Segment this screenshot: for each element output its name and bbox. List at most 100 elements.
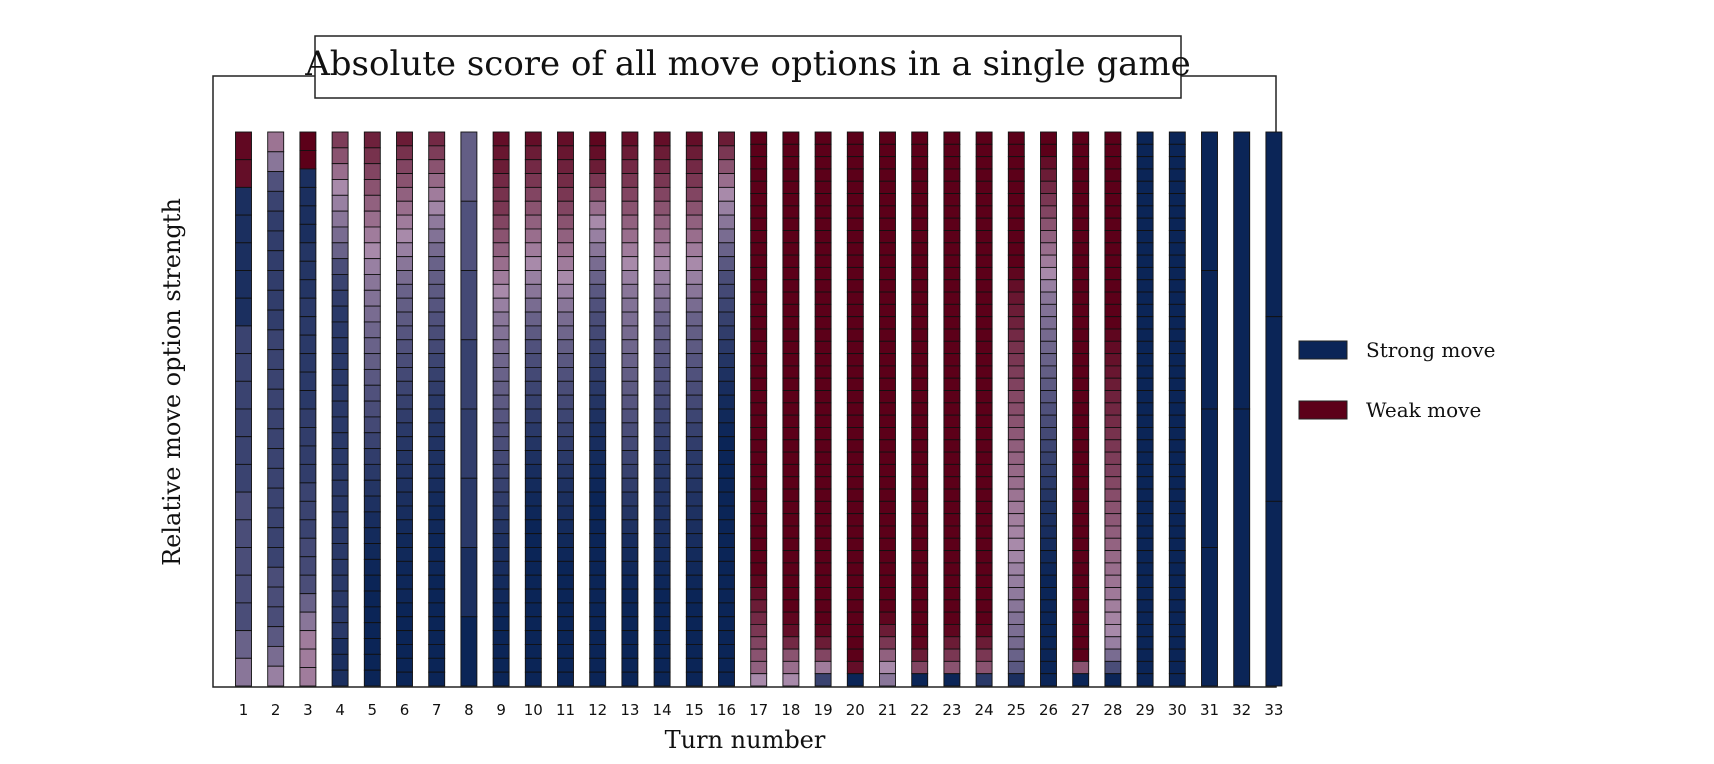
bar-segment	[396, 394, 413, 410]
bar-segment	[1007, 168, 1025, 182]
bar-segment	[396, 408, 413, 424]
bar-segment	[1104, 574, 1122, 588]
bar-segment	[814, 463, 832, 478]
bar-segment	[750, 353, 768, 367]
bar-segment	[975, 587, 993, 601]
bar-segment	[911, 463, 929, 478]
bar-segment	[1233, 408, 1251, 687]
bar-turn-33	[1265, 131, 1283, 687]
bar-segment	[331, 210, 349, 228]
bar-segment	[331, 179, 349, 196]
bar-segment	[492, 367, 510, 382]
bar-segment	[1104, 353, 1122, 367]
bar-segment	[1007, 316, 1025, 330]
bar-segment	[782, 587, 800, 601]
bar-segment	[782, 562, 800, 576]
bar-segment	[621, 339, 639, 355]
bar-segment	[396, 270, 413, 285]
bar-segment	[396, 380, 413, 396]
bar-segment	[750, 328, 768, 342]
bar-segment	[943, 156, 961, 170]
bar-segment	[782, 353, 800, 367]
bar-segment	[557, 657, 574, 673]
bar-segment	[782, 439, 800, 453]
bar-segment	[653, 228, 671, 244]
bar-segment	[685, 616, 703, 632]
bar-segment	[1168, 451, 1186, 465]
bar-segment	[524, 353, 542, 368]
bar-segment	[653, 519, 671, 535]
bar-segment	[1136, 488, 1154, 502]
bar-segment	[267, 645, 285, 667]
bar-segment	[1072, 660, 1090, 675]
bar-segment	[267, 566, 285, 588]
bar-segment	[557, 353, 574, 368]
bar-segment	[1136, 574, 1154, 588]
bar-segment	[1007, 365, 1025, 379]
bar-segment	[814, 365, 832, 379]
bar-segment	[1007, 291, 1025, 305]
bar-segment	[750, 587, 768, 601]
bar-segment	[879, 623, 896, 638]
bar-segment	[879, 648, 896, 662]
bar-segment	[653, 145, 671, 161]
bar-segment	[1040, 193, 1057, 207]
bar-segment	[557, 450, 574, 465]
bar-turn-9	[492, 131, 510, 687]
bar-segment	[846, 328, 864, 342]
bar-segment	[1007, 599, 1025, 613]
bar-segment	[1040, 156, 1057, 170]
bar-segment	[975, 291, 993, 305]
bar-segment	[557, 422, 574, 438]
bar-segment	[299, 186, 317, 207]
bar-segment	[589, 533, 607, 548]
bar-segment	[492, 380, 510, 396]
bar-segment	[331, 258, 349, 275]
bar-segment	[1072, 451, 1090, 465]
bar-segment	[589, 408, 607, 424]
bar-segment	[428, 159, 446, 174]
bar-segment	[428, 630, 446, 645]
bar-segment	[396, 131, 413, 147]
bar-segment	[621, 519, 639, 535]
bar-segment	[1168, 402, 1186, 416]
bar-segment	[814, 217, 832, 231]
bar-segment	[911, 611, 929, 625]
bar-segment	[879, 611, 896, 625]
bar-segment	[524, 256, 542, 271]
bar-segment	[396, 159, 413, 174]
bar-turn-22	[911, 131, 929, 687]
bar-segment	[428, 256, 446, 271]
bar-segment	[782, 291, 800, 305]
bar-segment	[331, 558, 349, 576]
bar-segment	[267, 626, 285, 647]
bar-segment	[331, 432, 349, 450]
bar-segment	[1201, 131, 1218, 271]
bar-segment	[1040, 217, 1057, 231]
bar-segment	[846, 439, 864, 453]
bar-segment	[1136, 291, 1154, 305]
bar-segment	[589, 270, 607, 285]
bar-segment	[750, 156, 768, 170]
bar-segment	[1104, 611, 1122, 625]
bar-segment	[846, 390, 864, 404]
bar-segment	[653, 242, 671, 258]
bar-segment	[492, 657, 510, 673]
bar-segment	[557, 463, 574, 479]
bar-segment	[363, 653, 381, 671]
bar-segment	[557, 339, 574, 355]
bar-segment	[943, 390, 961, 404]
x-tick-label: 7	[432, 701, 442, 719]
bar-segment	[846, 377, 864, 391]
bar-segment	[557, 214, 574, 230]
bar-segment	[814, 254, 832, 268]
x-tick-label: 1	[239, 701, 249, 719]
bar-segment	[492, 214, 510, 230]
bar-segment	[750, 168, 768, 182]
bar-segment	[718, 657, 735, 673]
bar-segment	[557, 671, 574, 687]
bar-segment	[557, 159, 574, 174]
bar-segment	[621, 422, 639, 438]
bar-segment	[1104, 599, 1122, 613]
bar-segment	[750, 365, 768, 379]
